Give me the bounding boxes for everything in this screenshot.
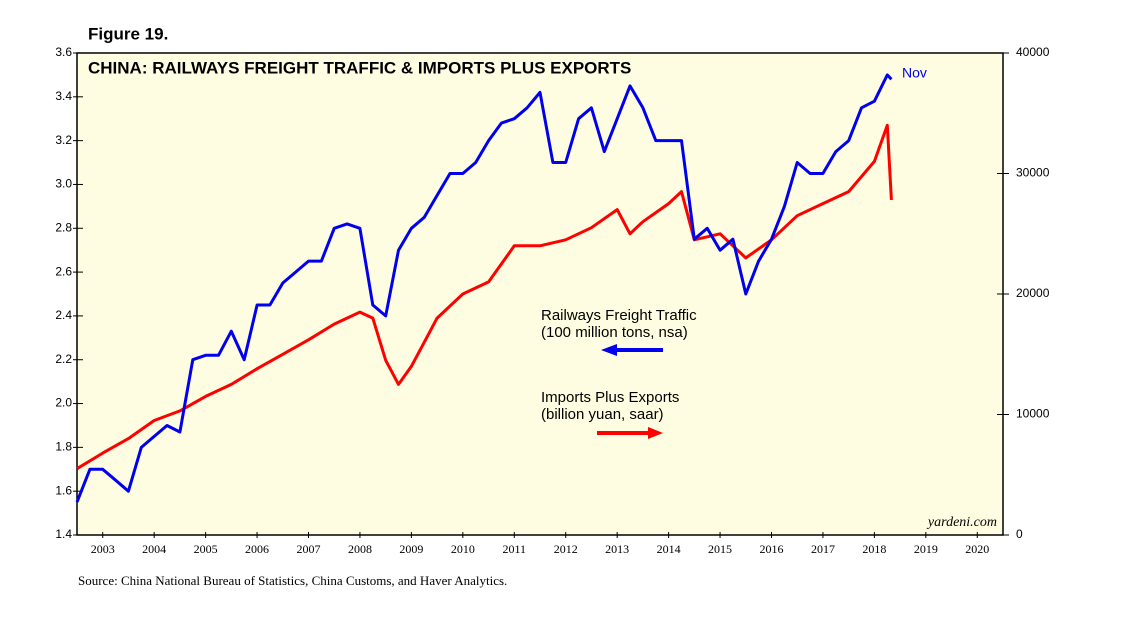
y-tick-label: 1.6 bbox=[55, 483, 72, 497]
x-tick-label: 2018 bbox=[862, 542, 886, 556]
x-tick-label: 2012 bbox=[554, 542, 578, 556]
x-tick-label: 2013 bbox=[605, 542, 629, 556]
y-tick-label: 2.6 bbox=[55, 264, 72, 278]
x-tick-label: 2020 bbox=[965, 542, 989, 556]
x-tick-label: 2008 bbox=[348, 542, 372, 556]
x-tick-label: 2009 bbox=[399, 542, 423, 556]
series-line bbox=[75, 73, 893, 503]
y-tick-label: 1.4 bbox=[55, 527, 72, 541]
x-tick-label: 2016 bbox=[760, 542, 784, 556]
series-line bbox=[76, 123, 893, 470]
y-tick-label: 3.4 bbox=[55, 89, 72, 103]
x-tick-label: 2011 bbox=[502, 542, 526, 556]
y-tick-label: 1.8 bbox=[55, 440, 72, 454]
y2-tick-label: 10000 bbox=[1016, 407, 1050, 421]
source: Source: China National Bureau of Statist… bbox=[78, 573, 507, 588]
end-label: Nov bbox=[902, 65, 927, 81]
x-tick-label: 2017 bbox=[811, 542, 835, 556]
x-tick-label: 2005 bbox=[194, 542, 218, 556]
y2-tick-label: 20000 bbox=[1016, 286, 1050, 300]
y2-tick-label: 30000 bbox=[1016, 166, 1050, 180]
x-tick-label: 2007 bbox=[297, 542, 321, 556]
y-tick-label: 2.0 bbox=[55, 396, 72, 410]
y2-tick-label: 0 bbox=[1016, 527, 1023, 541]
x-tick-label: 2003 bbox=[91, 542, 115, 556]
y-tick-label: 2.4 bbox=[55, 308, 72, 322]
watermark: yardeni.com bbox=[926, 515, 997, 530]
legend-arrow bbox=[597, 427, 663, 439]
legend-note: (billion yuan, saar) bbox=[541, 406, 664, 423]
legend-label: Railways Freight Traffic bbox=[541, 307, 697, 324]
x-tick-label: 2006 bbox=[245, 542, 269, 556]
y-tick-label: 2.2 bbox=[55, 352, 72, 366]
y-tick-label: 2.8 bbox=[55, 220, 72, 234]
plot-area bbox=[76, 52, 1004, 536]
x-tick-label: 2004 bbox=[142, 542, 166, 556]
y-tick-label: 3.6 bbox=[55, 45, 72, 59]
figure-label: Figure 19. bbox=[88, 24, 168, 43]
chart-title: CHINA: RAILWAYS FREIGHT TRAFFIC & IMPORT… bbox=[88, 58, 631, 77]
y-tick-label: 3.2 bbox=[55, 133, 72, 147]
y-tick-label: 3.0 bbox=[55, 177, 72, 191]
x-tick-label: 2014 bbox=[657, 542, 681, 556]
x-tick-label: 2015 bbox=[708, 542, 732, 556]
legend-label: Imports Plus Exports bbox=[541, 389, 679, 406]
legend-note: (100 million tons, nsa) bbox=[541, 324, 688, 341]
x-tick-label: 2019 bbox=[914, 542, 938, 556]
x-tick-label: 2010 bbox=[451, 542, 475, 556]
legend-arrow bbox=[601, 344, 663, 356]
y2-tick-label: 40000 bbox=[1016, 45, 1050, 59]
